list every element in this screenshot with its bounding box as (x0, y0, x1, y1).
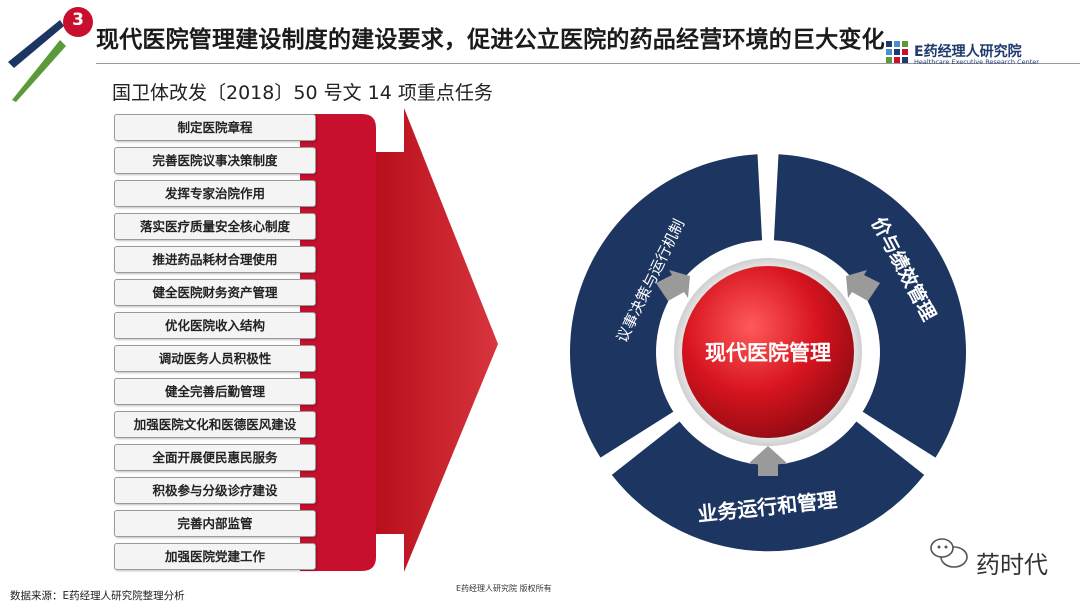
ring-segment-pricing (773, 154, 966, 458)
task-item: 加强医院党建工作 (114, 543, 316, 570)
task-item: 健全医院财务资产管理 (114, 279, 316, 306)
arrow-bottom-icon (748, 446, 788, 476)
ring-segment-operations (611, 421, 925, 552)
title-divider (96, 63, 1080, 64)
arrow-right-icon (846, 270, 880, 301)
task-item: 发挥专家治院作用 (114, 180, 316, 207)
arrow-left-icon (656, 270, 690, 301)
task-bracket (300, 114, 376, 571)
source-note: 数据来源：E药经理人研究院整理分析 (10, 590, 185, 602)
logo-subtext: Healthcare Executive Research Center (914, 58, 1039, 66)
task-item: 完善内部监管 (114, 510, 316, 537)
step-number: 3 (72, 10, 84, 30)
task-item: 落实医疗质量安全核心制度 (114, 213, 316, 240)
task-item: 积极参与分级诊疗建设 (114, 477, 316, 504)
cycle-ring (570, 154, 966, 552)
task-item: 健全完善后勤管理 (114, 378, 316, 405)
task-list-heading: 国卫体改发〔2018〕50 号文 14 项重点任务 (112, 82, 493, 104)
center-label: 现代医院管理 (705, 341, 831, 365)
page-title: 现代医院管理建设制度的建设要求，促进公立医院的药品经营环境的巨大变化 (96, 27, 885, 53)
watermark: 药时代 (976, 551, 1048, 579)
logo-text: E药经理人研究院 (914, 44, 1022, 60)
copyright-note: E药经理人研究院 版权所有 (456, 584, 552, 593)
center-circle (682, 266, 854, 438)
big-arrow-shape (376, 108, 498, 572)
task-item: 完善医院议事决策制度 (114, 147, 316, 174)
logo-mark-icon (886, 41, 908, 63)
step-badge-graphic (8, 7, 93, 102)
task-item: 优化医院收入结构 (114, 312, 316, 339)
task-item: 制定医院章程 (114, 114, 316, 141)
task-item: 调动医务人员积极性 (114, 345, 316, 372)
task-item: 全面开展便民惠民服务 (114, 444, 316, 471)
ring-segment-decision (570, 154, 763, 458)
wechat-icon (930, 538, 968, 568)
task-item: 加强医院文化和医德医风建设 (114, 411, 316, 438)
task-item: 推进药品耗材合理使用 (114, 246, 316, 273)
